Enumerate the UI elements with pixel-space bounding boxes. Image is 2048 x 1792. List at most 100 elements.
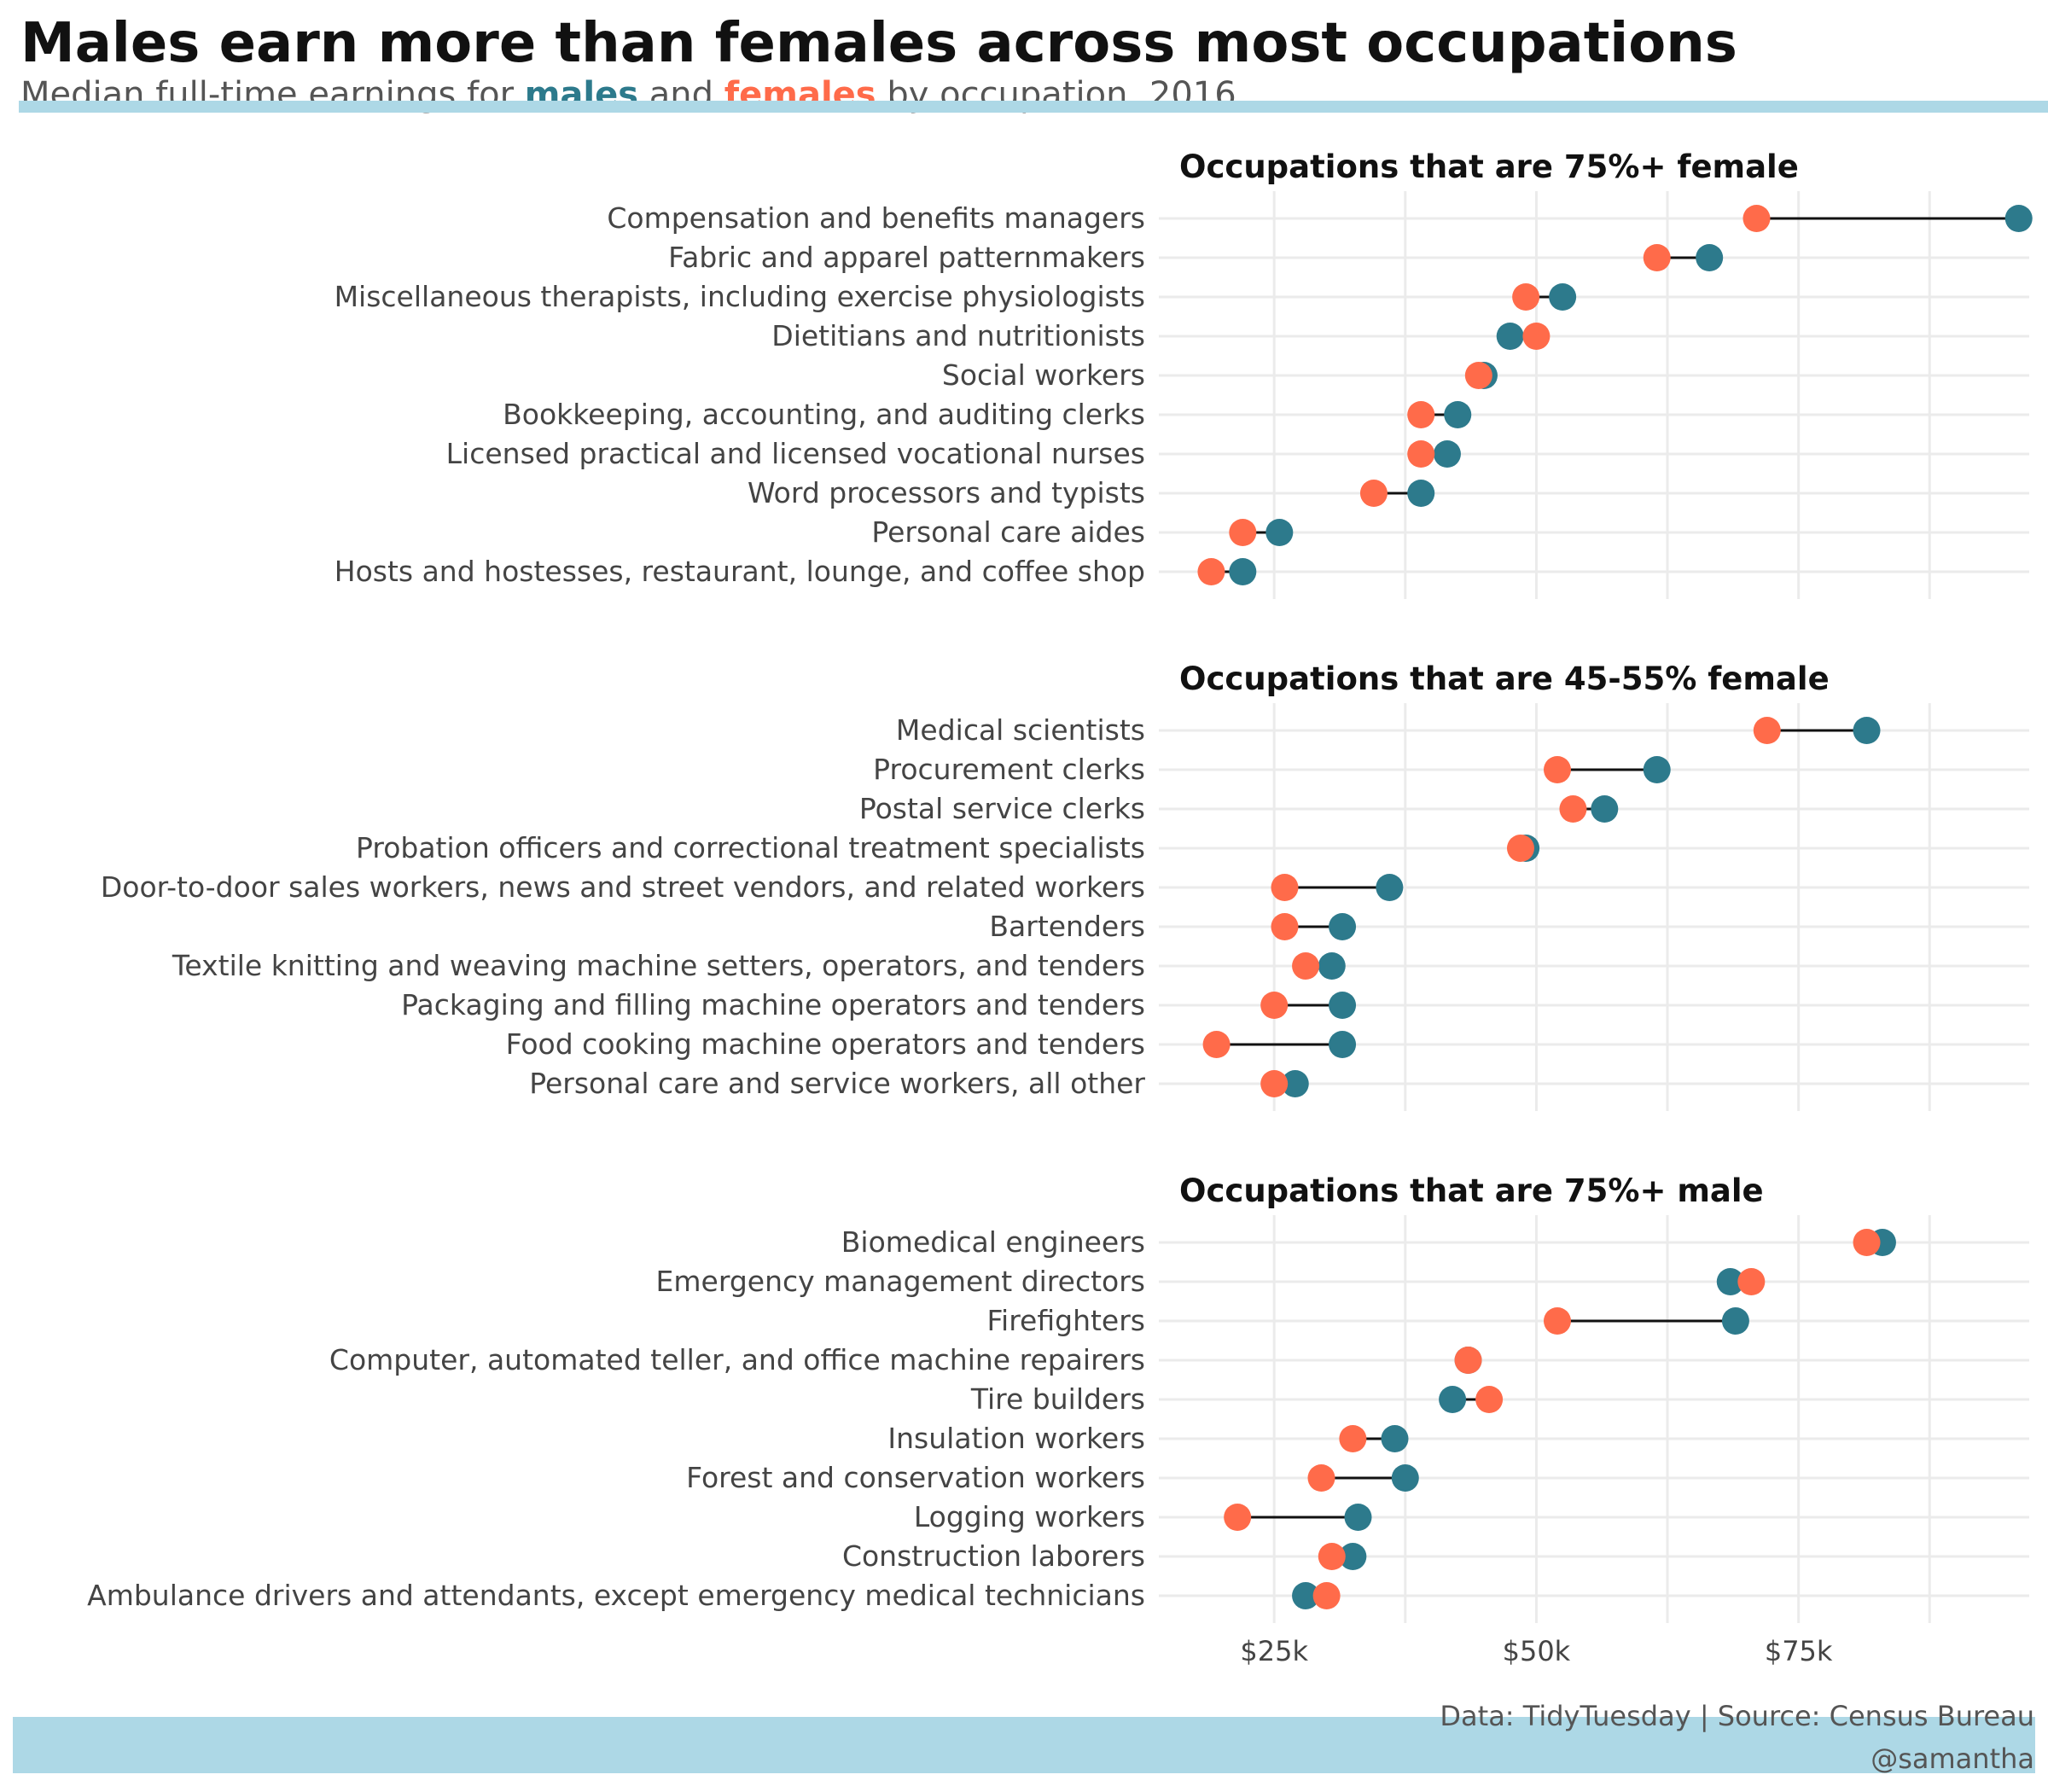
occupation-label: Miscellaneous therapists, including exer… [335,280,1145,313]
occupation-label: Logging workers [914,1500,1145,1533]
female-earnings-dot [1407,440,1435,468]
female-earnings-dot [1853,1229,1881,1256]
female-earnings-dot [1407,401,1435,428]
occupation-label: Tire builders [970,1382,1145,1416]
female-earnings-dot [1292,952,1320,980]
occupation-label: Emergency management directors [656,1265,1145,1298]
occupation-label: Postal service clerks [859,792,1145,825]
female-earnings-dot [1202,1031,1231,1058]
male-earnings-dot [1318,952,1346,980]
male-earnings-dot [1329,913,1357,940]
female-earnings-dot [1197,558,1225,585]
occupation-label: Firefighters [986,1304,1145,1337]
female-earnings-dot [1543,1307,1571,1335]
female-earnings-dot [1737,1268,1766,1295]
female-earnings-dot [1229,519,1257,546]
female-earnings-dot [1506,835,1534,862]
female-earnings-dot [1464,362,1492,389]
male-earnings-dot [1591,795,1619,823]
female-earnings-dot [1475,1386,1504,1413]
male-earnings-dot [1696,244,1724,271]
occupation-label: Personal care aides [871,515,1145,549]
female-earnings-dot [1559,795,1587,823]
female-earnings-dot [1643,244,1671,271]
male-earnings-dot [1496,323,1524,350]
occupation-label: Bookkeeping, accounting, and auditing cl… [503,398,1145,431]
male-earnings-dot [1381,1425,1409,1452]
male-earnings-dot [1292,1582,1320,1609]
chart-title: Males earn more than females across most… [20,12,1737,75]
male-earnings-dot [1281,1070,1309,1097]
occupation-label: Door-to-door sales workers, news and str… [101,870,1145,904]
occupation-label: Ambulance drivers and attendants, except… [87,1579,1145,1612]
female-earnings-dot [1224,1504,1252,1531]
bottom-accent-bar [13,1717,2035,1773]
male-earnings-dot [1433,440,1461,468]
male-earnings-dot [1344,1504,1372,1531]
occupation-label: Food cooking machine operators and tende… [506,1027,1145,1061]
female-earnings-dot [1260,1070,1289,1097]
occupation-label: Dietitians and nutritionists [771,319,1145,352]
occupation-label: Probation officers and correctional trea… [356,831,1145,864]
male-earnings-dot [1265,519,1294,546]
male-earnings-dot [1391,1464,1419,1492]
female-earnings-dot [1454,1347,1482,1374]
occupation-label: Computer, automated teller, and office m… [329,1343,1145,1376]
occupation-label: Personal care and service workers, all o… [529,1067,1145,1100]
occupation-label: Social workers [942,358,1145,392]
panel-title: Occupations that are 45-55% female [1179,660,1830,697]
male-earnings-dot [1329,1031,1357,1058]
occupation-label: Hosts and hostesses, restaurant, lounge,… [335,555,1145,588]
panel-title: Occupations that are 75%+ male [1179,1172,1764,1209]
female-earnings-dot [1318,1543,1346,1570]
panel-title: Occupations that are 75%+ female [1179,148,1799,185]
occupation-label: Word processors and typists [748,476,1145,509]
male-earnings-dot [1721,1307,1749,1335]
occupation-label: Bartenders [989,910,1145,943]
x-tick-label: $50k [1503,1635,1571,1667]
male-earnings-dot [1376,874,1404,901]
female-earnings-dot [1271,913,1299,940]
male-earnings-dot [1407,480,1435,507]
occupation-label: Packaging and filling machine operators … [401,988,1145,1021]
caption: Data: TidyTuesday | Source: Census Burea… [1440,1695,2034,1780]
occupation-label: Licensed practical and licensed vocation… [446,437,1145,470]
male-earnings-dot [1716,1268,1744,1295]
female-earnings-dot [1753,717,1781,744]
occupation-label: Procurement clerks [873,753,1145,786]
x-tick-label: $75k [1765,1635,1833,1667]
male-earnings-dot [1229,558,1257,585]
occupation-label: Medical scientists [896,713,1145,747]
female-earnings-dot [1271,874,1299,901]
panel-1: Occupations that are 75%+ female Compensa… [335,148,2033,599]
caption-author: @samantha [1871,1743,2034,1775]
occupation-label: Compensation and benefits managers [607,201,1145,235]
male-earnings-dot [1549,283,1577,311]
male-earnings-dot [1439,1386,1467,1413]
top-accent-bar [19,101,2048,113]
male-earnings-dot [1444,401,1472,428]
male-earnings-dot [1339,1543,1367,1570]
female-earnings-dot [1307,1464,1335,1492]
occupation-label: Biomedical engineers [841,1225,1145,1259]
panel-3: Occupations that are 75%+ male Biomedical… [87,1172,2029,1623]
female-earnings-dot [1543,756,1571,783]
male-earnings-dot [1329,992,1357,1019]
caption-source: Data: TidyTuesday | Source: Census Burea… [1440,1700,2034,1732]
occupation-label: Construction laborers [842,1539,1145,1573]
female-earnings-dot [1512,283,1540,311]
female-earnings-dot [1743,205,1771,232]
occupation-label: Textile knitting and weaving machine set… [172,949,1145,982]
occupation-label: Fabric and apparel patternmakers [668,241,1145,274]
female-earnings-dot [1359,480,1388,507]
x-tick-label: $25k [1240,1635,1308,1667]
female-earnings-dot [1260,992,1289,1019]
male-earnings-dot [1643,756,1671,783]
panel-2: Occupations that are 45-55% female Medica… [101,660,2029,1111]
occupation-label: Insulation workers [887,1422,1145,1455]
female-earnings-dot [1312,1582,1341,1609]
male-earnings-dot [1853,717,1881,744]
occupation-label: Forest and conservation workers [686,1461,1145,1494]
male-earnings-dot [2004,205,2033,232]
